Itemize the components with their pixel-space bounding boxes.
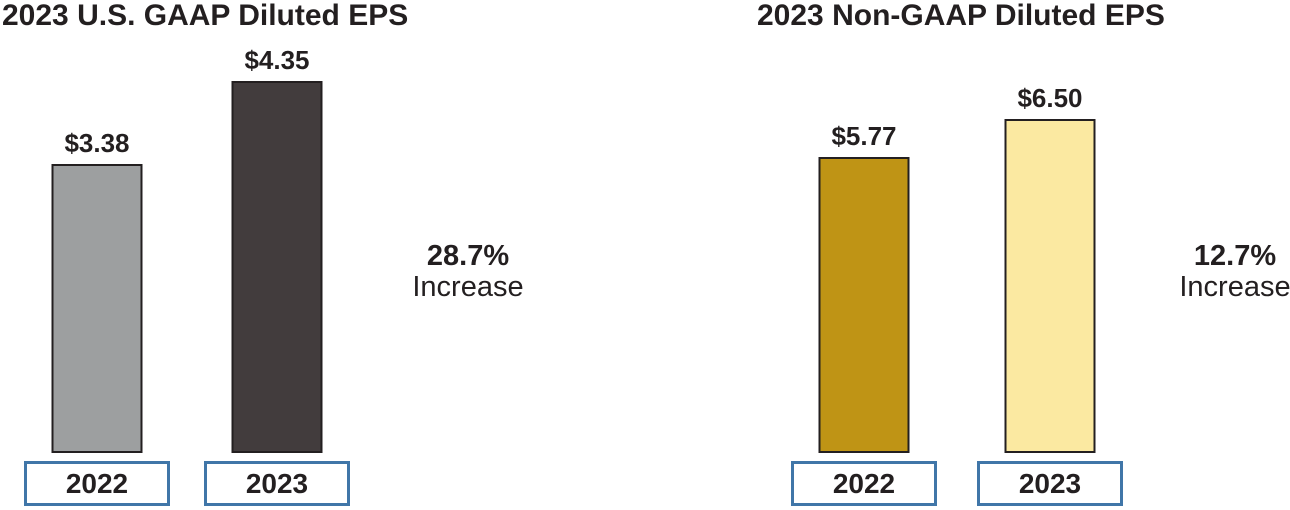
year-label-box: 2022: [24, 461, 170, 506]
increase-word: Increase: [1179, 271, 1290, 303]
year-label-box: 2023: [204, 461, 350, 506]
bar-2023: [231, 81, 323, 453]
increase-word: Increase: [412, 271, 524, 303]
increase-percent: 12.7%: [1193, 240, 1277, 272]
year-label: 2023: [1018, 467, 1082, 499]
gaap-chart-title: 2023 U.S. GAAP Diluted EPS: [2, 0, 409, 32]
bar-value-label: $3.38: [64, 128, 130, 158]
bar-value-label: $4.35: [244, 45, 310, 75]
increase-annotation: 28.7% Increase: [398, 241, 538, 303]
year-label-box: 2023: [977, 461, 1123, 506]
year-label: 2022: [832, 467, 896, 499]
gaap-eps-chart: 2023 U.S. GAAP Diluted EPS $3.38 2022 $4…: [2, 0, 538, 510]
bar-value-label: $5.77: [831, 121, 897, 151]
non-gaap-chart-title: 2023 Non-GAAP Diluted EPS: [757, 0, 1165, 32]
year-label-box: 2022: [791, 461, 937, 506]
bar-group-2023: $4.35 2023: [204, 0, 350, 510]
increase-percent: 28.7%: [426, 240, 510, 272]
year-label: 2023: [245, 467, 309, 499]
bar-2022: [51, 164, 143, 453]
bar-2023: [1004, 119, 1096, 453]
bar-group-2022: $3.38 2022: [24, 0, 170, 510]
bar-value-label: $6.50: [1017, 83, 1083, 113]
increase-annotation: 12.7% Increase: [1175, 241, 1290, 303]
bar-2022: [818, 157, 910, 453]
non-gaap-eps-chart: 2023 Non-GAAP Diluted EPS $5.77 2022 $6.…: [645, 0, 1290, 510]
bar-group-2022: $5.77 2022: [791, 0, 937, 510]
bar-group-2023: $6.50 2023: [977, 0, 1123, 510]
year-label: 2022: [65, 467, 129, 499]
